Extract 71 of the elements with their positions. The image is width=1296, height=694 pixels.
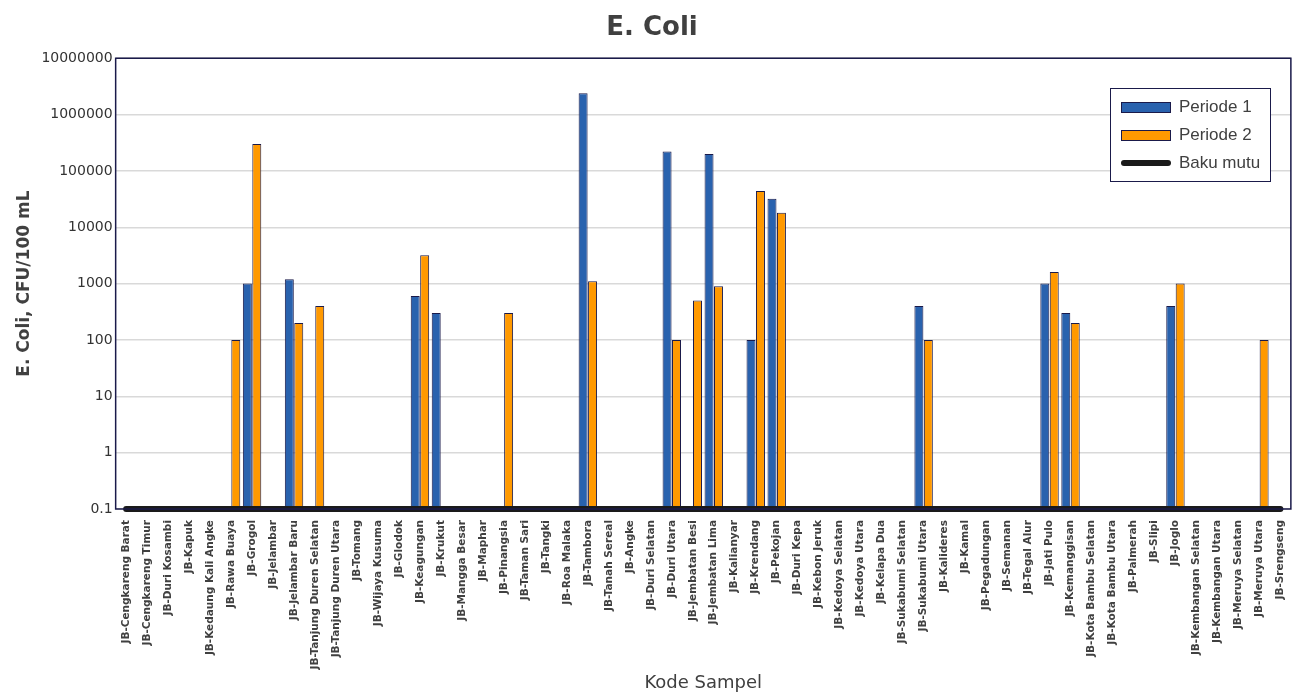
y-tick-label: 1000 [77,274,113,291]
legend-label: Periode 1 [1178,97,1252,118]
x-tick-label: JB-Krukut [433,520,446,578]
x-tick-label: JB-Tanah Sereal [601,520,614,612]
x-tick-label: JB-Joglo [1168,520,1181,567]
x-tick-label: JB-Roa Malaka [559,520,572,606]
x-tick-label: JB-Pegadungan [979,520,992,612]
x-tick-label: JB-Tanjung Duren Selatan [307,520,320,671]
x-tick-label: JB-Tambora [580,520,593,587]
x-tick-label: JB-Meruya Utara [1252,520,1265,618]
x-tick-label: JB-Glodok [391,519,404,579]
legend-label: Baku mutu [1178,153,1261,174]
x-tick-label: JB-Kota Bambu Utara [1105,520,1118,646]
y-tick-label: 100000 [59,161,113,178]
x-tick-label: JB-Jelambar [265,519,278,590]
y-tick-label: 0.1 [90,499,113,516]
x-tick-label: JB-Tegal Alur [1021,519,1034,595]
x-tick-label: JB-Duri Kosambi [160,520,173,617]
x-tick-label: JB-Kalideres [937,520,950,593]
x-tick-label: JB-Kelapa Dua [874,520,887,605]
y-tick-label: 10000 [68,217,113,234]
y-tick-label: 1 [103,443,113,460]
x-tick-label: JB-Jembatan Lima [706,520,719,626]
x-tick-label: JB-Taman Sari [517,520,530,602]
x-tick-label: JB-Kalianyar [727,519,740,594]
y-tick-label: 100 [85,330,113,347]
x-tick-label: JB-Duri Selatan [643,520,656,611]
x-tick-label: JB-Grogol [244,520,257,577]
x-tick-label: JB-Duri Kepa [790,520,803,596]
x-tick-label: JB-Maphar [475,519,488,583]
x-tick-label: JB-Pinangsia [496,520,509,596]
x-tick-label: JB-Mangga Besar [454,519,467,622]
x-tick-label: JB-Angke [622,520,635,575]
x-tick-label: JB-Tangki [538,520,551,575]
x-tick-label: JB-Jembatan Besi [685,520,698,623]
x-tick-label: JB-Srengseng [1273,520,1286,601]
x-tick-label: JB-Wijaya Kusuma [370,520,383,628]
x-tick-label: JB-Kedoya Utara [853,520,866,618]
x-tick-label: JB-Palmerah [1126,520,1139,594]
x-tick-label: JB-Cengkareng Timur [139,519,152,647]
y-tick-label: 10000000 [41,48,113,65]
x-tick-label: JB-Kembangan Utara [1210,520,1223,645]
x-tick-label: JB-Rawa Buaya [223,520,236,610]
x-axis-title: Kode Sampel [644,670,763,692]
x-tick-label: JB-Kapuk [181,519,194,575]
x-tick-label: JB-Kembangan Selatan [1189,520,1202,657]
x-tick-label: JB-Pekojan [769,520,782,585]
x-tick-label: JB-Kota Bambu Selatan [1084,520,1097,658]
x-tick-label: JB-Kedoya Selatan [832,520,845,630]
x-tick-label: JB-Jelambar Baru [286,520,299,622]
y-tick-label: 10 [94,386,113,403]
x-tick-label: JB-Tanjung Duren Utara [328,520,341,659]
chart-title: E. Coli [606,11,698,42]
x-tick-label: JB-Meruya Selatan [1231,520,1244,631]
x-tick-label: JB-Keagungan [412,520,425,604]
x-tick-label: JB-Kedaung Kali Angke [202,520,215,657]
x-tick-label: JB-Sukabumi Utara [916,520,929,633]
x-tick-label: JB-Jati Pulo [1042,520,1055,587]
x-tick-label: JB-Krendang [748,520,761,595]
y-axis-title: E. Coli, CFU/100 mL [12,190,33,377]
x-tick-label: JB-Duri Utara [664,520,677,599]
x-tick-label: JB-Sukabumi Selatan [895,520,908,645]
x-tick-label: JB-Cengkareng Barat [118,520,131,645]
x-tick-label: JB-Kemanggisan [1063,520,1076,618]
x-tick-label: JB-Kamal [958,520,971,575]
x-tick-label: JB-Kebon Jeruk [811,519,824,609]
y-tick-label: 1000000 [50,105,113,122]
x-tick-label: JB-Semanan [1000,520,1013,593]
x-tick-label: JB-Tomang [349,520,362,582]
x-tick-label: JB-Slipi [1147,520,1160,564]
legend-label: Periode 2 [1178,125,1252,146]
